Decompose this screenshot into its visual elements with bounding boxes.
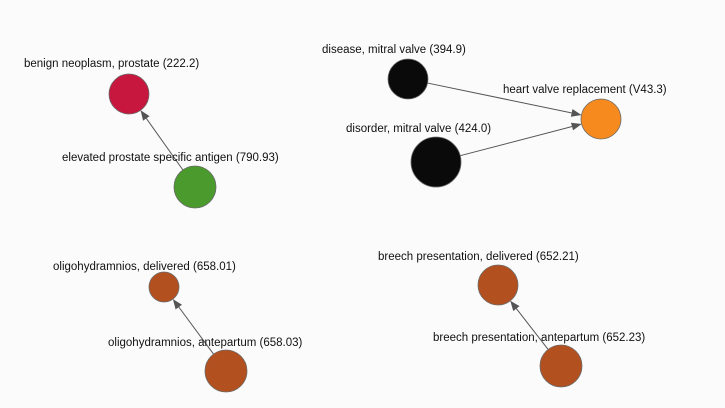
- node-label-n1: benign neoplasm, prostate (222.2): [24, 58, 199, 70]
- labels-layer: benign neoplasm, prostate (222.2) elevate…: [24, 44, 667, 349]
- node-n4[interactable]: [410, 136, 462, 188]
- node-label-n3: disease, mitral valve (394.9): [322, 44, 466, 56]
- edge-n9-to-n8: [510, 300, 549, 350]
- node-label-n9: breech presentation, antepartum (652.23): [433, 332, 645, 344]
- node-n1[interactable]: [108, 73, 150, 115]
- node-label-n7: oligohydramnios, antepartum (658.03): [108, 337, 303, 349]
- node-n8[interactable]: [477, 264, 519, 306]
- node-n3[interactable]: [387, 58, 429, 100]
- edge-n3-to-n5: [427, 82, 582, 117]
- node-n7[interactable]: [204, 349, 248, 393]
- edge-n4-to-n5: [460, 122, 582, 157]
- node-n9[interactable]: [539, 344, 583, 388]
- node-label-n5: heart valve replacement (V43.3): [503, 84, 667, 96]
- node-n2[interactable]: [173, 165, 217, 209]
- node-n5[interactable]: [580, 98, 622, 140]
- nodes-layer: [108, 58, 622, 393]
- edge-n2-to-n1: [140, 110, 184, 171]
- edge-n7-to-n6: [172, 299, 214, 355]
- node-label-n8: breech presentation, delivered (652.21): [378, 251, 579, 263]
- node-n6[interactable]: [148, 271, 180, 303]
- node-label-n2: elevated prostate specific antigen (790.…: [62, 152, 279, 164]
- node-label-n4: disorder, mitral valve (424.0): [346, 123, 491, 135]
- edges-layer: [140, 82, 582, 355]
- node-label-n6: oligohydramnios, delivered (658.01): [53, 261, 236, 273]
